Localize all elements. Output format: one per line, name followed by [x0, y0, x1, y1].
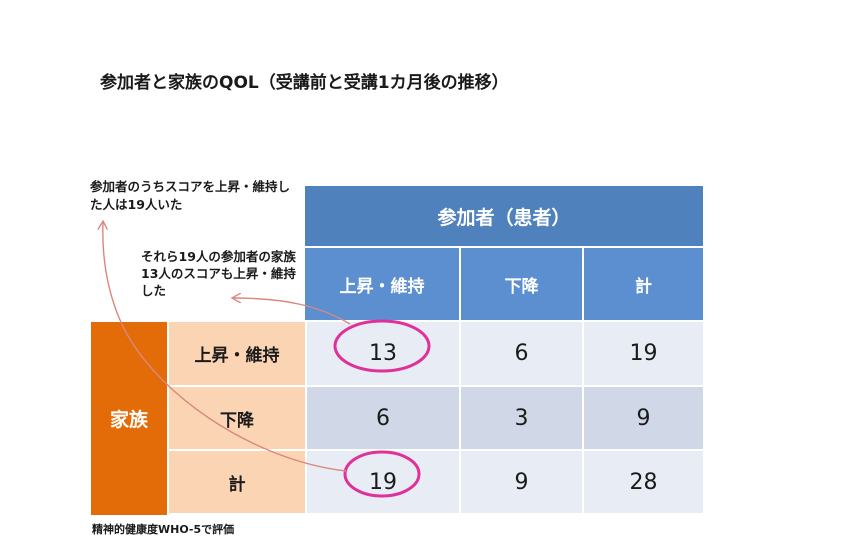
cell-total-rise: 19	[305, 451, 459, 515]
annotation-family: それら19人の参加者の家族13人のスコアも上昇・維持した	[141, 249, 296, 298]
annotation-participants: 参加者のうちスコアを上昇・維持した人は19人いた	[90, 179, 291, 212]
cell-fall-rise: 6	[305, 387, 459, 451]
cell-rise-rise: 13	[305, 322, 459, 387]
row-label-total: 計	[167, 451, 305, 515]
cell-fall-total: 9	[582, 387, 703, 451]
footnote: 精神的健康度WHO-5で評価	[92, 523, 235, 536]
cell-rise-fall: 6	[459, 322, 582, 387]
cell-total-total: 28	[582, 451, 703, 515]
column-header-rise: 上昇・維持	[305, 248, 459, 320]
column-header-fall: 下降	[459, 248, 582, 320]
cell-fall-fall: 3	[459, 387, 582, 451]
row-label-rise: 上昇・維持	[167, 322, 305, 387]
cell-total-fall: 9	[459, 451, 582, 515]
row-label-fall: 下降	[167, 387, 305, 451]
column-header-total: 計	[582, 248, 703, 320]
row-group-header: 家族	[91, 322, 167, 515]
cell-rise-total: 19	[582, 322, 703, 387]
column-group-header: 参加者（患者）	[305, 186, 703, 246]
slide-title: 参加者と家族のQOL（受講前と受講1カ月後の推移）	[100, 73, 509, 93]
